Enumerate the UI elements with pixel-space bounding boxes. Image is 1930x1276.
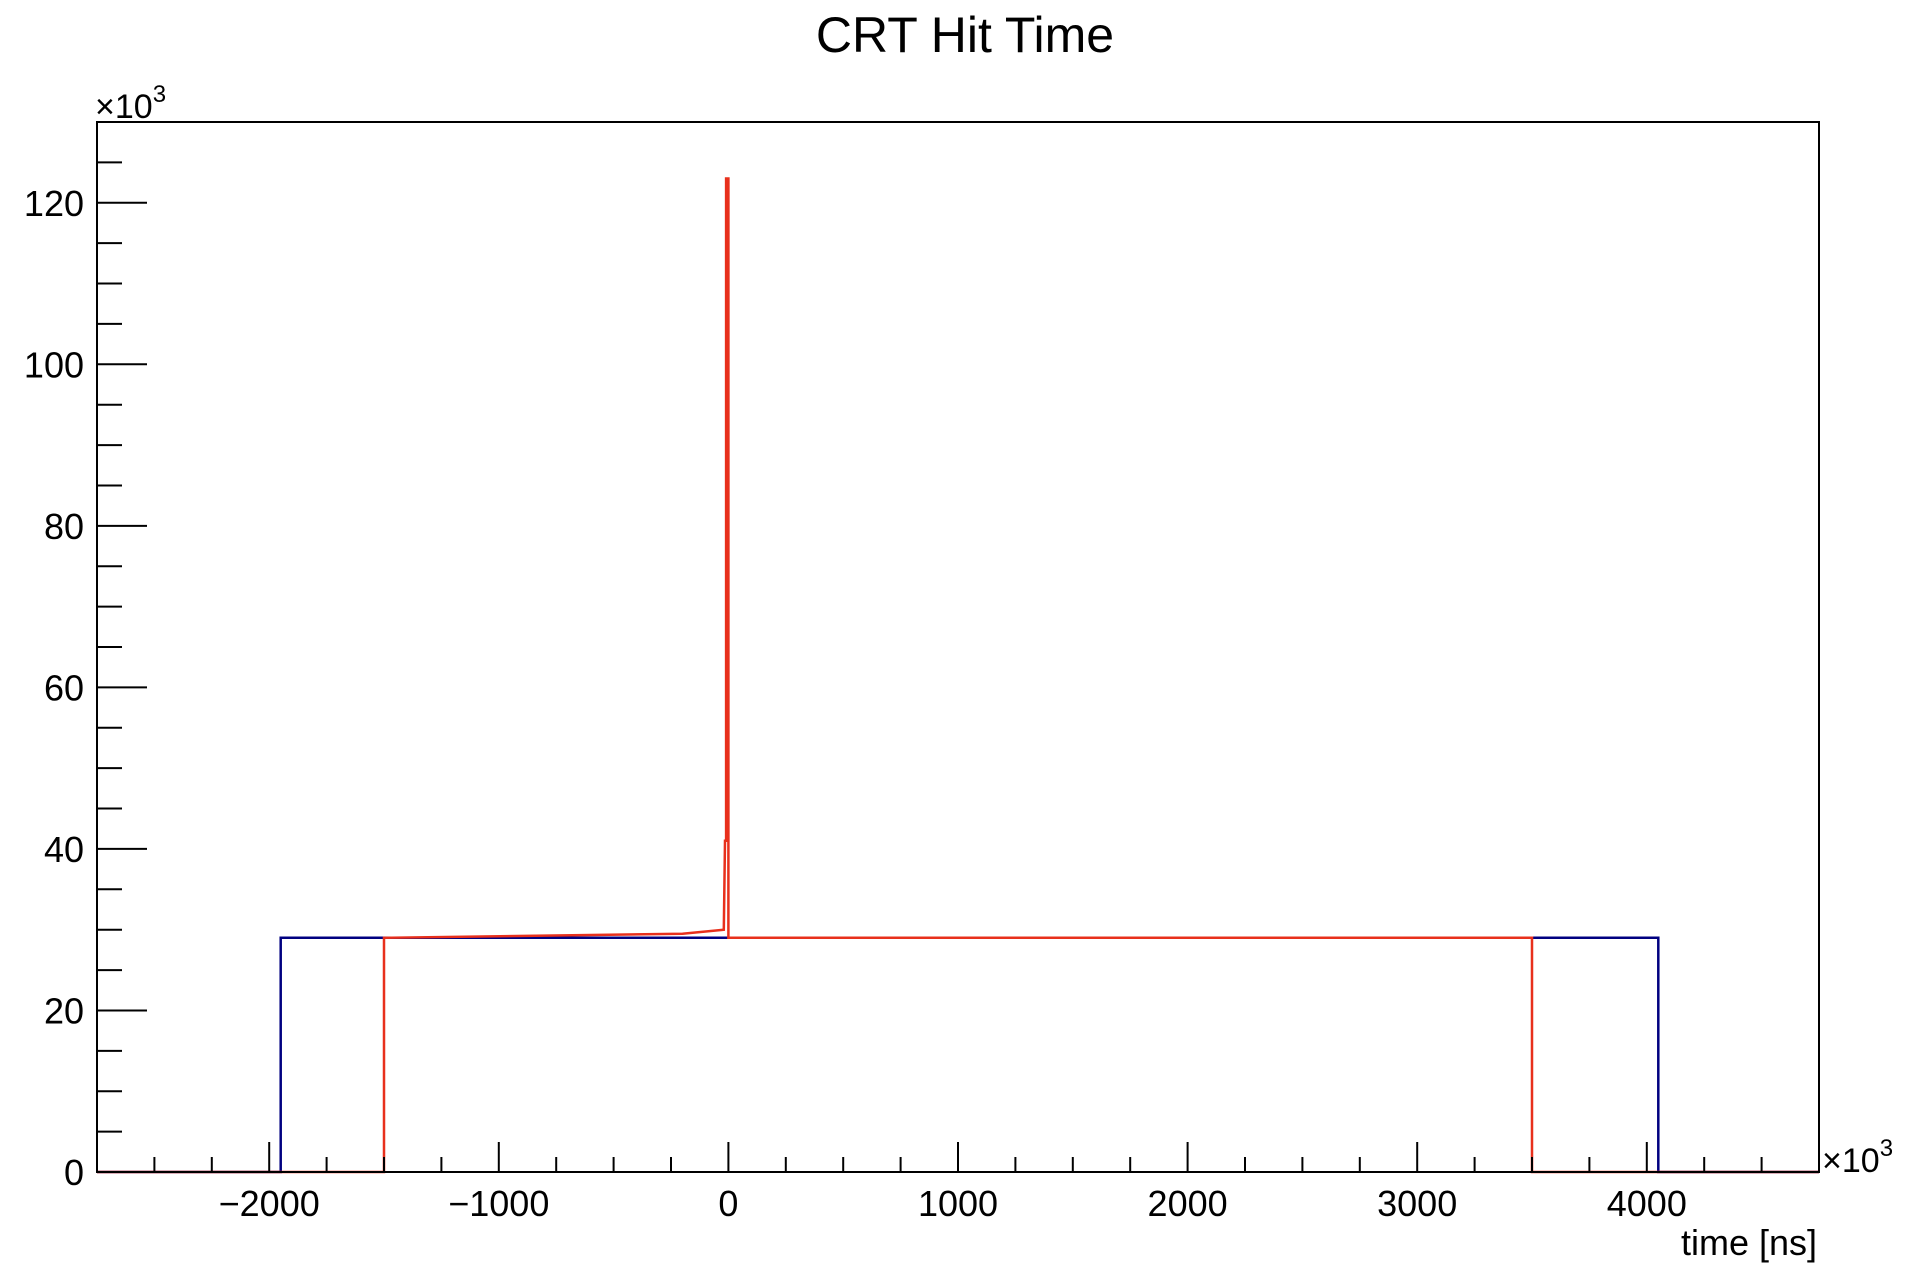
y-axis: 0 20 40 60 80 100 120 xyxy=(24,161,147,1193)
x-tick-label: 1000 xyxy=(918,1183,998,1224)
series-layer xyxy=(97,177,1819,1174)
plot-frame xyxy=(96,121,1820,1173)
y-tick-label: 60 xyxy=(44,667,84,708)
y-multiplier: ×103 xyxy=(95,81,166,126)
series-line-1 xyxy=(97,177,1819,1174)
y-tick-label: 0 xyxy=(64,1152,84,1193)
x-tick-label: 0 xyxy=(718,1183,738,1224)
y-multiplier-base: ×10 xyxy=(95,88,153,126)
y-multiplier-exp: 3 xyxy=(153,81,166,108)
chart-title: CRT Hit Time xyxy=(816,7,1114,63)
y-tick-label: 80 xyxy=(44,506,84,547)
x-tick-label: 3000 xyxy=(1377,1183,1457,1224)
x-axis: −2000 −1000 0 1000 2000 3000 4000 xyxy=(153,1142,1763,1224)
x-multiplier: ×103 xyxy=(1822,1135,1893,1180)
x-tick-label: 4000 xyxy=(1607,1183,1687,1224)
y-tick-label: 100 xyxy=(24,344,84,385)
series-line-0 xyxy=(97,936,1819,1174)
y-tick-label: 120 xyxy=(24,183,84,224)
x-axis-label: time [ns] xyxy=(1681,1222,1817,1263)
x-tick-label: −1000 xyxy=(448,1183,549,1224)
x-tick-label: −2000 xyxy=(219,1183,320,1224)
y-tick-label: 40 xyxy=(44,829,84,870)
x-multiplier-base: ×10 xyxy=(1822,1142,1880,1180)
x-tick-label: 2000 xyxy=(1148,1183,1228,1224)
x-multiplier-exp: 3 xyxy=(1880,1135,1893,1162)
y-tick-label: 20 xyxy=(44,990,84,1031)
